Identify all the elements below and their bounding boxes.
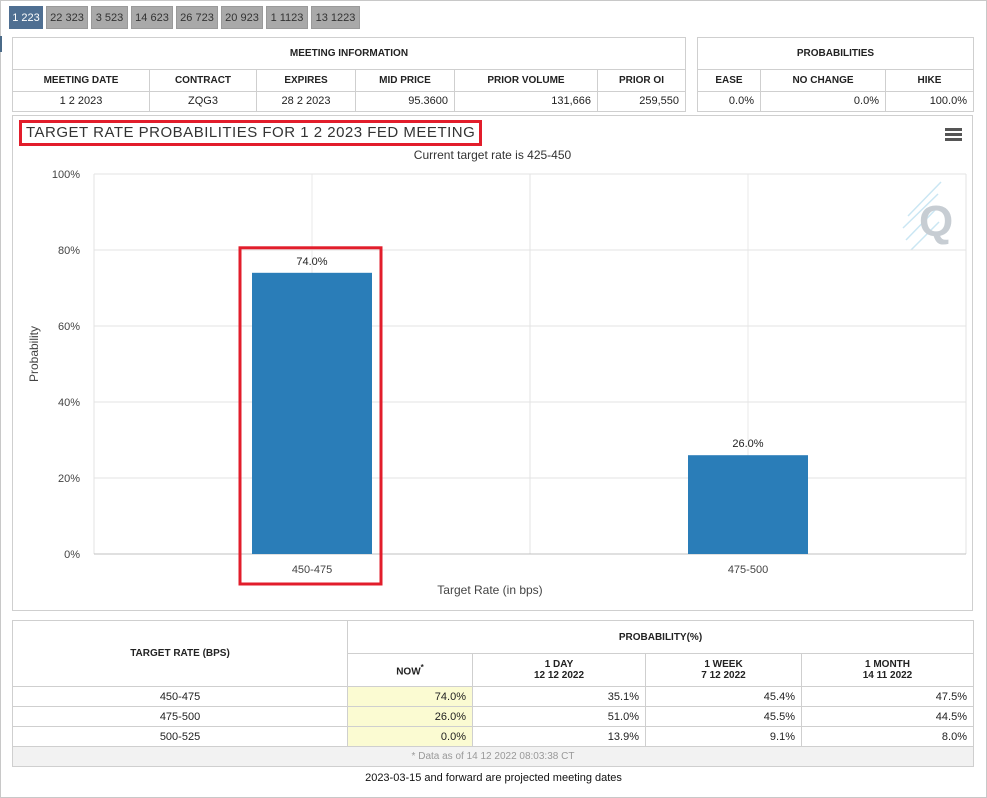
footer-note: 2023-03-15 and forward are projected mee…: [365, 772, 622, 784]
now-cell: 0.0%: [347, 726, 473, 747]
value-ease: 0.0%: [697, 90, 761, 113]
header-1-day: 1 DAY 12 12 2022: [472, 653, 646, 687]
value-no-change: 0.0%: [760, 90, 886, 113]
y-tick-label: 40%: [58, 397, 80, 409]
data-label: 74.0%: [296, 256, 327, 268]
header-probability-group: PROBABILITY(%): [347, 620, 974, 654]
tab-13-1223[interactable]: 13 1223: [311, 6, 360, 29]
one-day-cell: 35.1%: [472, 686, 646, 707]
one-week-cell: 9.1%: [645, 726, 802, 747]
one-month-cell: 44.5%: [801, 706, 974, 727]
meeting-info-table: MEETING INFORMATION MEETING DATE CONTRAC…: [12, 36, 686, 113]
one-day-cell: 51.0%: [472, 706, 646, 727]
header-now: NOW*: [347, 653, 473, 687]
one-month-cell: 8.0%: [801, 726, 974, 747]
tab-1-1123[interactable]: 1 1123: [266, 6, 308, 29]
value-expires: 28 2 2023: [256, 90, 356, 113]
x-tick-label: 450-475: [292, 564, 332, 576]
value-prior-volume: 131,666: [454, 90, 598, 113]
header-1-month: 1 MONTH 14 11 2022: [801, 653, 974, 687]
chart-panel: TARGET RATE PROBABILITIES FOR 1 2 2023 F…: [12, 115, 973, 611]
table-row: 475-500 26.0% 51.0% 45.5% 44.5%: [12, 706, 974, 727]
bar-chart: Q 0% 20% 40% 60% 80% 100% 74.0% 450-475 26.0% 475…: [27, 169, 967, 597]
meeting-info-title: MEETING INFORMATION: [12, 36, 686, 71]
left-edge-marker: [0, 36, 2, 52]
tab-22-323[interactable]: 22 323: [46, 6, 88, 29]
y-axis-title: Probability: [27, 326, 41, 382]
highlight-box: [238, 246, 383, 586]
table-row: 450-475 74.0% 35.1% 45.4% 47.5%: [12, 686, 974, 707]
header-prior-volume: PRIOR VOLUME: [454, 69, 598, 92]
value-mid-price: 95.3600: [355, 90, 455, 113]
header-prior-oi: PRIOR OI: [597, 69, 686, 92]
rate-cell: 500-525: [12, 726, 348, 747]
one-day-cell: 13.9%: [472, 726, 646, 747]
value-meeting-date: 1 2 2023: [12, 90, 150, 113]
table-row: 500-525 0.0% 13.9% 9.1% 8.0%: [12, 726, 974, 747]
x-axis-title: Target Rate (in bps): [437, 583, 542, 597]
tab-26-723[interactable]: 26 723: [176, 6, 218, 29]
one-week-cell: 45.4%: [645, 686, 802, 707]
y-tick-label: 60%: [58, 321, 80, 333]
value-contract: ZQG3: [149, 90, 257, 113]
header-meeting-date: MEETING DATE: [12, 69, 150, 92]
bar-475-500: [688, 455, 808, 554]
bar-450-475: [252, 272, 372, 554]
data-label: 26.0%: [732, 438, 763, 450]
y-tick-label: 20%: [58, 473, 80, 485]
value-hike: 100.0%: [885, 90, 974, 113]
header-target-rate: TARGET RATE (BPS): [12, 620, 348, 687]
header-expires: EXPIRES: [256, 69, 356, 92]
chart-subtitle: Current target rate is 425-450: [413, 148, 572, 162]
value-prior-oi: 259,550: [597, 90, 686, 113]
tab-3-523[interactable]: 3 523: [91, 6, 128, 29]
header-ease: EASE: [697, 69, 761, 92]
rate-cell: 475-500: [12, 706, 348, 727]
probabilities-title: PROBABILITIES: [697, 36, 974, 71]
one-week-cell: 45.5%: [645, 706, 802, 727]
svg-text:Q: Q: [919, 197, 953, 246]
tab-14-623[interactable]: 14 623: [131, 6, 173, 29]
now-cell: 26.0%: [347, 706, 473, 727]
y-tick-label: 80%: [58, 245, 80, 257]
header-contract: CONTRACT: [149, 69, 257, 92]
header-no-change: NO CHANGE: [760, 69, 886, 92]
header-mid-price: MID PRICE: [355, 69, 455, 92]
y-tick-label: 0%: [64, 549, 80, 561]
header-1-week: 1 WEEK 7 12 2022: [645, 653, 802, 687]
now-cell: 74.0%: [347, 686, 473, 707]
q-logo-icon: Q: [902, 181, 953, 251]
rate-cell: 450-475: [12, 686, 348, 707]
tab-20-923[interactable]: 20 923: [221, 6, 263, 29]
hamburger-menu-icon[interactable]: [945, 128, 962, 142]
probabilities-table: PROBABILITIES EASE NO CHANGE HIKE 0.0% 0…: [697, 36, 974, 113]
data-as-of-note: * Data as of 14 12 2022 08:03:38 CT: [12, 746, 974, 767]
header-hike: HIKE: [885, 69, 974, 92]
target-rate-probability-table: TARGET RATE (BPS) PROBABILITY(%) NOW* 1 …: [12, 620, 974, 767]
one-month-cell: 47.5%: [801, 686, 974, 707]
tab-1-223[interactable]: 1 223: [9, 6, 43, 29]
chart-title: TARGET RATE PROBABILITIES FOR 1 2 2023 F…: [19, 120, 483, 146]
y-tick-label: 100%: [52, 169, 80, 181]
x-tick-label: 475-500: [728, 564, 768, 576]
